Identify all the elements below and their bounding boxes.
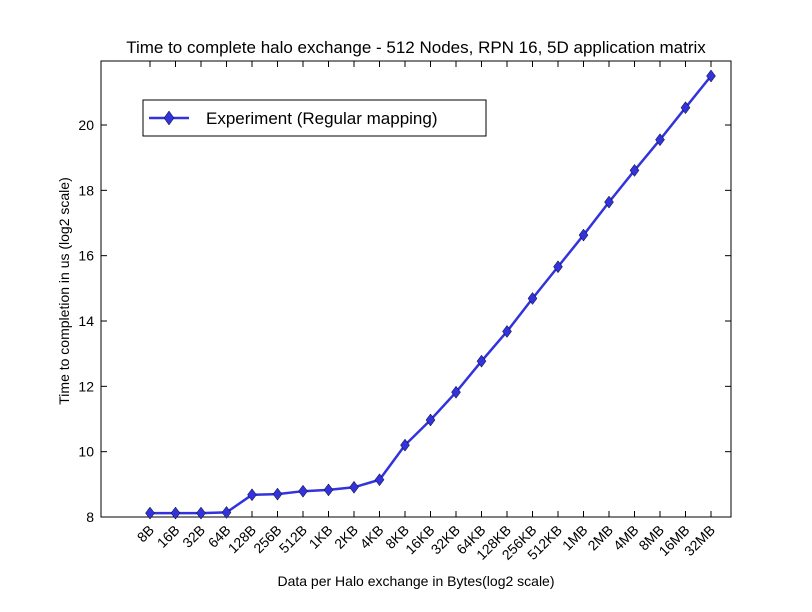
y-axis-label: Time to completion in us (log2 scale) — [56, 177, 72, 404]
data-point — [196, 506, 206, 520]
x-tick-label: 16B — [154, 522, 183, 551]
data-point — [170, 506, 181, 520]
data-point — [298, 484, 308, 498]
data-point — [221, 506, 232, 519]
x-tick-label: 128B — [225, 522, 259, 556]
data-point — [502, 325, 512, 338]
data-point — [349, 480, 359, 494]
y-tick-label: 8 — [86, 509, 94, 525]
axes-frame — [100, 60, 732, 518]
y-tick-label: 16 — [78, 248, 94, 264]
y-tick-label: 14 — [78, 313, 94, 329]
x-axis-label: Data per Halo exchange in Bytes(log2 sca… — [277, 573, 554, 589]
x-tick-label: 32B — [179, 522, 208, 551]
data-point — [553, 260, 563, 274]
data-point — [451, 385, 461, 399]
data-point — [476, 354, 487, 368]
x-tick-label: 1KB — [306, 522, 336, 552]
x-tick-label: 1MB — [559, 522, 591, 554]
data-point — [706, 69, 716, 83]
y-tick-label: 20 — [78, 117, 94, 133]
x-tick-label: 2MB — [584, 522, 616, 554]
data-point — [323, 483, 334, 497]
x-tick-label: 4MB — [610, 522, 642, 554]
data-point — [425, 413, 436, 427]
data-point — [272, 487, 283, 501]
data-point — [247, 488, 257, 502]
data-point — [145, 506, 155, 520]
legend-marker — [163, 110, 175, 126]
y-tick-label: 12 — [78, 378, 94, 394]
y-tick-label: 18 — [78, 182, 94, 198]
data-point — [527, 292, 538, 305]
y-tick-label: 10 — [78, 444, 94, 460]
data-point — [680, 101, 691, 115]
x-tick-label: 4KB — [357, 522, 387, 552]
data-point — [655, 133, 665, 147]
legend: Experiment (Regular mapping) — [142, 99, 487, 137]
data-point — [604, 195, 614, 209]
x-tick-label: 256B — [250, 522, 284, 556]
x-tick-label: 2KB — [331, 522, 361, 552]
data-point — [374, 473, 385, 487]
legend-label: Experiment (Regular mapping) — [206, 109, 438, 128]
data-point — [629, 163, 640, 177]
data-point — [400, 438, 410, 452]
x-tick-label: 8B — [134, 522, 157, 545]
chart-title: Time to complete halo exchange - 512 Nod… — [126, 38, 706, 57]
x-tick-label: 512B — [276, 522, 310, 556]
legend-box — [142, 99, 487, 137]
series-line — [150, 75, 712, 515]
data-point — [578, 228, 589, 242]
